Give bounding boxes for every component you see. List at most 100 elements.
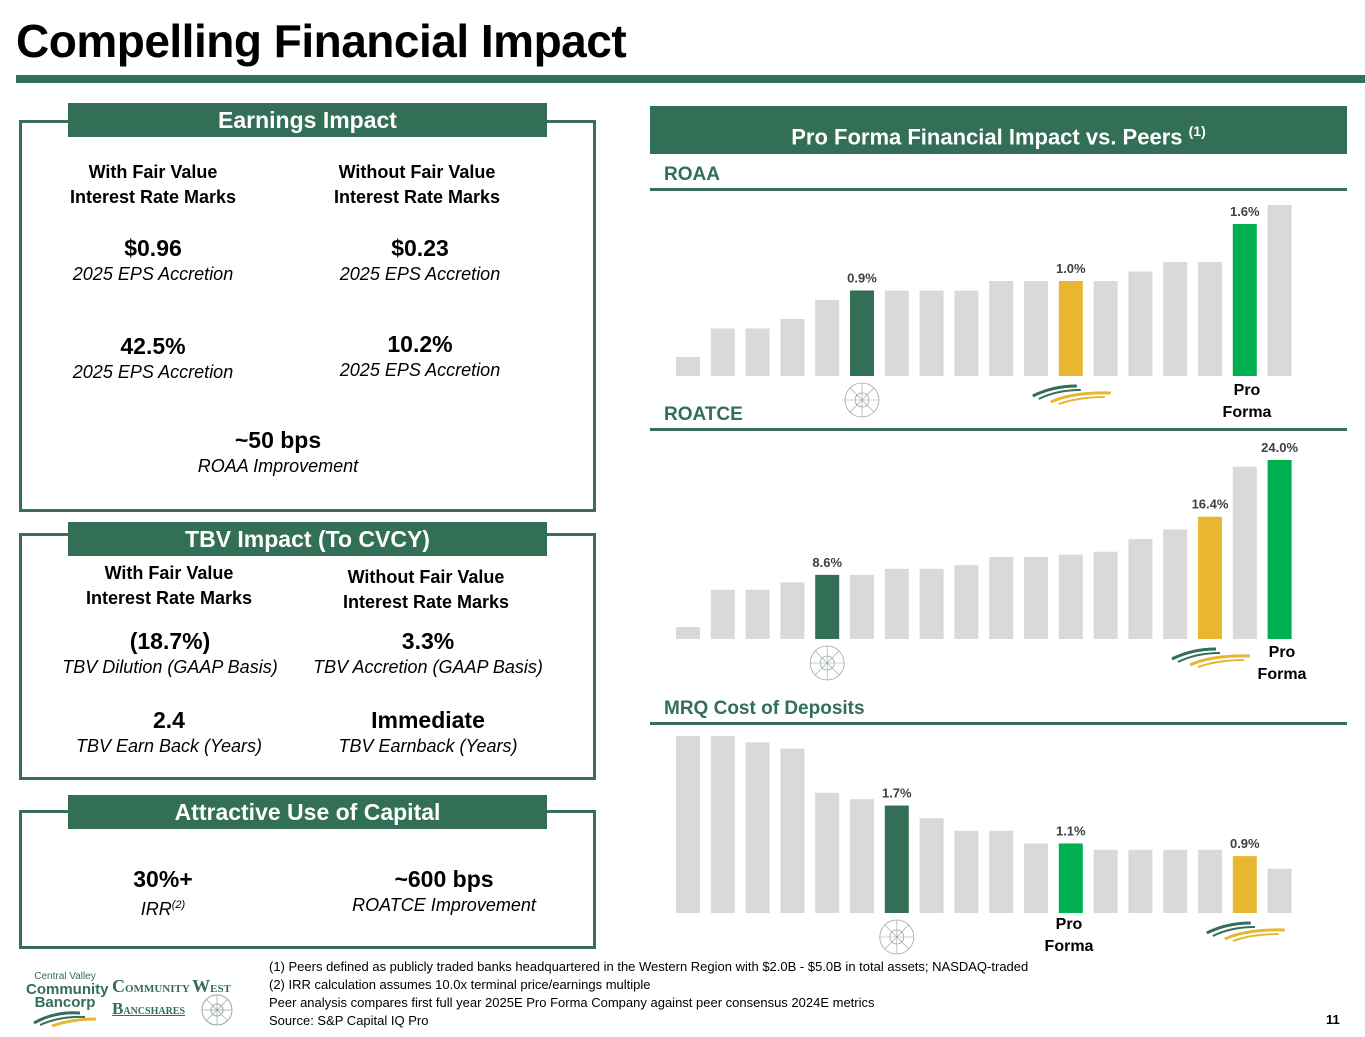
bar-peer-4 — [780, 748, 805, 913]
footnote: Source: S&P Capital IQ Pro — [269, 1013, 429, 1028]
cost-of-deposits-chart: 1.7% 1.1% 0.9% — [676, 736, 1292, 913]
bar-peer-14 — [1128, 539, 1153, 639]
bar-peer-3 — [745, 589, 770, 639]
eps-with-metric: $0.96 2025 EPS Accretion — [40, 234, 266, 286]
page-number: 11 — [1326, 1012, 1340, 1027]
data-label-cwbc: 8.6% — [812, 555, 842, 570]
bar-pro-forma — [1232, 224, 1257, 376]
data-label-cwbc: 1.7% — [882, 786, 912, 801]
cwbc-compass-icon — [844, 382, 880, 418]
cost-of-deposits-rule — [650, 722, 1347, 725]
logo-text: EST — [210, 983, 231, 995]
tbv-accretion-metric: 3.3% TBV Accretion (GAAP Basis) — [300, 627, 556, 679]
bar-peer-3 — [745, 328, 770, 376]
metric-value: $0.23 — [391, 235, 449, 261]
data-label-pro-forma: 1.6% — [1230, 204, 1260, 219]
bar-peer-15 — [1163, 849, 1188, 913]
pro-forma-line2: Forma — [1222, 404, 1272, 421]
col-header-line1: With Fair Value — [88, 162, 218, 182]
bar-peer-5 — [815, 792, 840, 913]
tbv-earnback-immediate-metric: Immediate TBV Earnback (Years) — [315, 706, 541, 758]
cost-of-deposits-title: MRQ Cost of Deposits — [664, 698, 865, 719]
pro-forma-line1: Pro — [1268, 644, 1296, 661]
bar-peer-3 — [745, 742, 770, 913]
tbv-col-without-header: Without Fair Value Interest Rate Marks — [313, 565, 539, 615]
data-label-pro-forma: 24.0% — [1261, 440, 1298, 455]
bar-peer-2 — [710, 589, 735, 639]
bar-peer-2 — [710, 736, 735, 913]
cwbc-compass-icon — [809, 645, 845, 681]
bar-peer-10 — [989, 556, 1014, 639]
metric-label: 2025 EPS Accretion — [339, 264, 501, 284]
metric-value: Immediate — [371, 707, 485, 733]
metric-label: TBV Earn Back (Years) — [75, 736, 263, 756]
roaa-improvement-metric: ~50 bps ROAA Improvement — [165, 426, 391, 478]
roatce-title: ROATCE — [664, 404, 743, 425]
irr-metric: 30%+ IRR(2) — [50, 865, 276, 921]
bar-peer-8 — [919, 568, 944, 639]
col-header-line2: Interest Rate Marks — [69, 187, 237, 207]
logo-text: Central Valley — [34, 971, 96, 982]
bar-peer-8 — [919, 290, 944, 376]
earnings-col-without-header: Without Fair Value Interest Rate Marks — [304, 160, 530, 210]
cvcb-swoosh-icon — [33, 1011, 97, 1028]
deposits-pro-forma-label: Pro Forma — [1034, 914, 1104, 958]
metric-label: TBV Accretion (GAAP Basis) — [313, 657, 543, 677]
bar-peer-14 — [1128, 271, 1153, 376]
bar-cwbc — [884, 805, 909, 913]
roaa-rule — [650, 188, 1347, 191]
logo-text: C — [112, 976, 125, 996]
metric-value: $0.96 — [124, 235, 182, 261]
bar-peer-13 — [1093, 849, 1118, 913]
roaa-title: ROAA — [664, 164, 720, 185]
bar-peer-9 — [954, 830, 979, 913]
cvcy-swoosh-icon — [1032, 384, 1111, 405]
pro-forma-line2: Forma — [1044, 938, 1094, 955]
pro-forma-header: Pro Forma Financial Impact vs. Peers (1) — [650, 106, 1347, 154]
bar-peer-13 — [1093, 551, 1118, 639]
bar-peer-9 — [954, 565, 979, 639]
tbv-earnback-metric: 2.4 TBV Earn Back (Years) — [56, 706, 282, 758]
cvcy-swoosh-icon — [1206, 921, 1285, 942]
col-header-line2: Interest Rate Marks — [342, 592, 510, 612]
bar-peer-15 — [1163, 262, 1188, 376]
bar-peer-16 — [1198, 849, 1222, 913]
metric-value: 2.4 — [153, 707, 185, 733]
cwbc-compass-icon — [879, 919, 915, 955]
data-label-cwbc: 0.9% — [847, 271, 877, 286]
bar-peer-10 — [989, 830, 1014, 913]
bar-peer-14 — [1128, 849, 1153, 913]
roatce-chart: 8.6% 16.4% 24.0% — [676, 440, 1298, 639]
col-header-line1: Without Fair Value — [347, 567, 505, 587]
bar-peer-11 — [1024, 281, 1048, 376]
bar-peer-18 — [1267, 868, 1292, 913]
metric-label: TBV Dilution (GAAP Basis) — [62, 657, 278, 677]
bar-peer-16 — [1198, 262, 1222, 376]
metric-label: 2025 EPS Accretion — [339, 360, 501, 380]
footnote: (1) Peers defined as publicly traded ban… — [269, 959, 1029, 974]
metric-value: 42.5% — [120, 333, 186, 359]
header-text: Pro Forma Financial Impact vs. Peers — [791, 124, 1183, 150]
roatce-rule — [650, 428, 1347, 431]
bar-pro-forma — [1058, 843, 1083, 913]
col-header-line1: Without Fair Value — [338, 162, 496, 182]
data-label-cvcy: 0.9% — [1230, 836, 1260, 851]
bar-peer-1 — [676, 736, 700, 913]
pct-with-metric: 42.5% 2025 EPS Accretion — [40, 332, 266, 384]
bar-peer-11 — [1024, 843, 1048, 913]
roatce-pro-forma-label: Pro Forma — [1247, 642, 1317, 686]
metric-label: TBV Earnback (Years) — [338, 736, 518, 756]
data-label-pro-forma: 1.1% — [1056, 823, 1086, 838]
bar-peer-13 — [1093, 281, 1118, 376]
earnings-impact-header: Earnings Impact — [68, 103, 547, 137]
bar-peer-15 — [1163, 529, 1188, 639]
metric-label: 2025 EPS Accretion — [72, 362, 234, 382]
metric-value: 30%+ — [133, 866, 193, 892]
bar-peer-4 — [780, 582, 805, 639]
bar-peer-11 — [1024, 556, 1048, 639]
col-header-line1: With Fair Value — [104, 563, 234, 583]
pro-forma-line2: Forma — [1257, 666, 1307, 683]
footnotes: (1) Peers defined as publicly traded ban… — [269, 958, 1028, 1030]
col-header-line2: Interest Rate Marks — [85, 588, 253, 608]
bar-peer-6 — [850, 574, 874, 639]
